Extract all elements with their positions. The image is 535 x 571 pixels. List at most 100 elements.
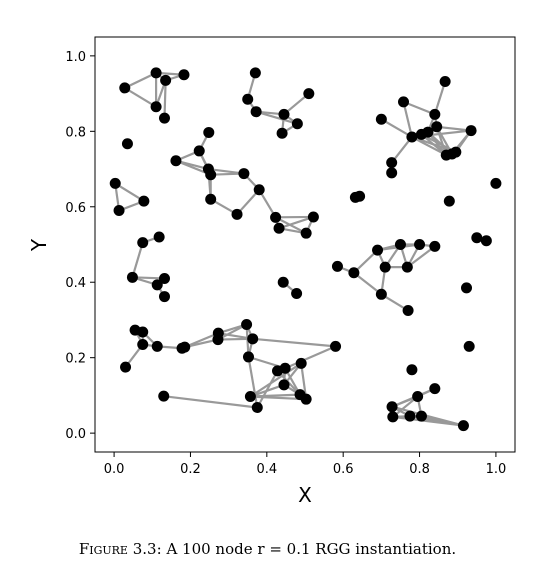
graph-node-64 (443, 195, 455, 207)
graph-node-75 (179, 341, 191, 353)
y-axis-ticks: 0.0 0.2 0.4 0.6 0.8 1.0 (65, 50, 95, 442)
y-tick-label-4: 0.8 (65, 125, 86, 140)
graph-node-84 (278, 379, 290, 391)
graph-node-2 (160, 74, 172, 86)
y-tick-label-0: 0.0 (65, 427, 86, 442)
graph-node-85 (295, 357, 307, 369)
graph-node-62 (386, 157, 398, 169)
graph-edge-64 (403, 100, 436, 116)
graph-edge-135 (391, 405, 464, 427)
graph-node-47 (402, 305, 414, 317)
y-axis-label: Y (27, 238, 51, 252)
graph-edge-122 (163, 395, 258, 409)
graph-node-11 (291, 118, 303, 130)
graph-node-83 (279, 362, 291, 374)
graph-edge-120 (256, 370, 279, 409)
figure-caption: Figure 3.3: A 100 node r = 0.1 RGG insta… (0, 540, 535, 558)
graph-node-23 (238, 168, 250, 180)
graph-edge-39 (278, 215, 314, 230)
graph-node-81 (330, 340, 342, 352)
graph-node-40 (372, 244, 384, 256)
graph-edge-14 (255, 110, 298, 125)
graph-node-57 (431, 121, 443, 133)
graph-node-71 (137, 338, 149, 350)
graph-node-17 (203, 126, 215, 138)
graph-edge-99 (184, 338, 219, 349)
graph-node-32 (137, 237, 149, 249)
graph-node-9 (278, 108, 290, 120)
x-axis-ticks: 0.0 0.2 0.4 0.6 0.8 1.0 (104, 452, 507, 477)
graph-edge-65 (402, 101, 413, 138)
graph-edge-80 (411, 136, 447, 157)
graph-edge-66 (380, 118, 413, 138)
graph-node-33 (153, 231, 165, 243)
x-axis-label: X (298, 483, 312, 507)
graph-node-49 (291, 288, 303, 300)
rgg-scatter-chart: 0.0 0.2 0.4 0.6 0.8 1.0 0.00.20.40.60.81.0 X … (27, 36, 516, 507)
graph-edge-29 (210, 172, 244, 176)
graph-edge-18 (114, 182, 145, 203)
plot-frame (94, 36, 516, 453)
graph-node-10 (303, 88, 315, 100)
graph-node-14 (109, 177, 121, 189)
graph-node-77 (212, 334, 224, 346)
graph-node-15 (113, 205, 125, 217)
graph-node-88 (244, 391, 256, 403)
y-tick-label-3: 0.6 (65, 201, 86, 216)
graph-node-45 (429, 240, 441, 252)
graph-node-27 (273, 222, 285, 234)
graph-node-7 (242, 93, 254, 105)
graph-node-38 (331, 260, 343, 272)
graph-node-67 (480, 235, 492, 247)
graph-node-24 (253, 184, 265, 196)
graph-node-31 (354, 190, 366, 202)
graph-node-44 (414, 239, 426, 250)
graph-node-70 (137, 326, 149, 338)
graph-node-97 (404, 410, 416, 422)
graph-node-35 (151, 279, 163, 291)
graph-node-3 (178, 69, 190, 81)
graph-node-13 (121, 138, 133, 150)
graph-node-46 (375, 288, 387, 300)
graph-node-25 (231, 208, 243, 220)
x-tick-label-0: 0.0 (104, 462, 125, 477)
graph-edge-109 (284, 345, 336, 370)
graph-node-22 (205, 193, 217, 205)
graph-node-66 (471, 232, 483, 244)
graph-node-89 (251, 401, 263, 413)
graph-node-0 (119, 82, 131, 94)
graph-node-1 (150, 67, 162, 79)
graph-node-58 (465, 125, 477, 137)
graph-node-61 (440, 149, 452, 161)
x-tick-label-2: 0.4 (256, 462, 277, 477)
graph-node-21 (205, 169, 217, 181)
graph-edge-63 (433, 81, 447, 115)
graph-node-52 (375, 113, 387, 125)
graph-node-99 (457, 420, 469, 432)
graph-node-72 (120, 361, 132, 373)
graph-node-5 (158, 112, 170, 124)
graph-node-96 (387, 411, 399, 423)
x-tick-label-5: 1.0 (486, 462, 507, 477)
graph-node-79 (247, 333, 259, 345)
graph-node-34 (126, 271, 138, 283)
graph-node-65 (490, 177, 502, 189)
graph-node-50 (439, 76, 451, 88)
x-tick-label-4: 0.8 (409, 462, 430, 477)
graph-node-48 (277, 276, 289, 288)
graph-edge-7 (124, 86, 157, 108)
graph-node-37 (158, 291, 170, 303)
graph-edge-49 (353, 271, 383, 296)
x-tick-label-3: 0.6 (333, 462, 354, 477)
graph-edge-59 (406, 245, 436, 269)
x-tick-label-1: 0.2 (180, 462, 201, 477)
graph-node-4 (150, 101, 162, 113)
graph-node-94 (412, 391, 424, 403)
graph-node-8 (250, 106, 262, 118)
graph-node-90 (158, 390, 170, 402)
graph-edge-121 (247, 356, 259, 408)
node-layer (109, 67, 502, 432)
figure-caption-text: A 100 node r = 0.1 RGG instantiation. (166, 540, 457, 558)
graph-node-51 (398, 96, 410, 108)
graph-edge-137 (392, 415, 464, 427)
